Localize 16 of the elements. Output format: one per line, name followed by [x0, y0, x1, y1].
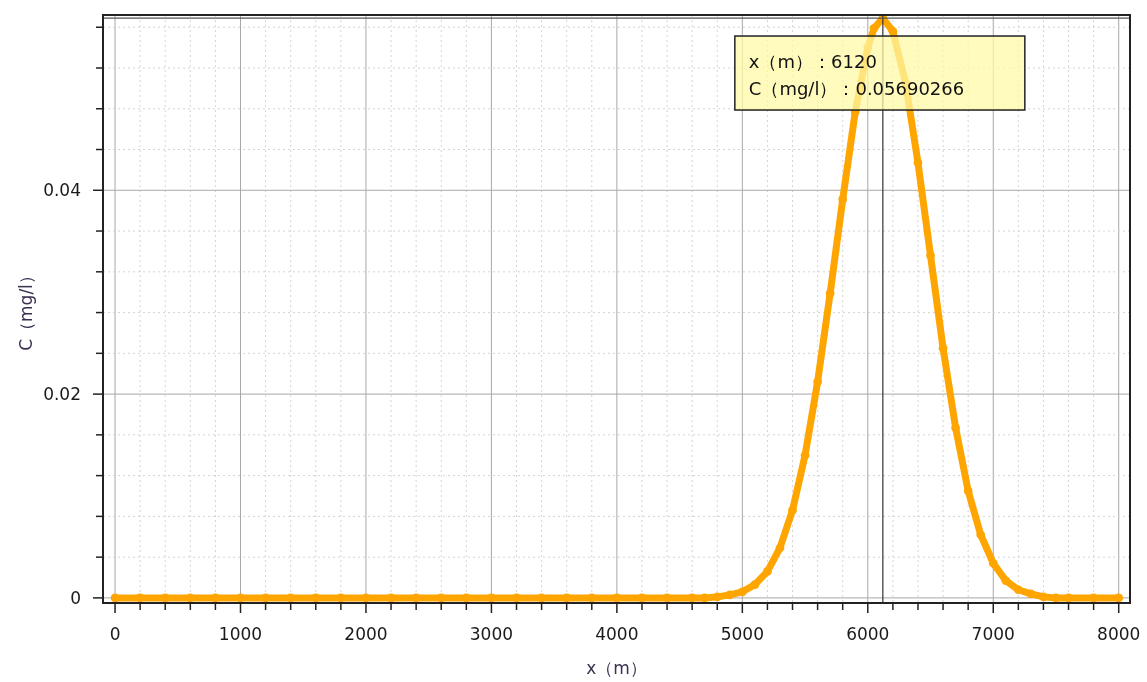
x-tick-label: 7000 [971, 624, 1015, 644]
x-tick-label: 3000 [469, 624, 514, 644]
x-tick-label: 1000 [218, 624, 263, 644]
x-tick-label: 0 [109, 624, 121, 644]
annotation: C（mg/l）：0.05690266 [748, 78, 965, 100]
annotation: x（m）：6120 [748, 51, 877, 73]
x-axis-title: x（m） [586, 658, 647, 678]
x-tick-label: 2000 [344, 624, 388, 644]
x-tick-label: 5000 [720, 624, 764, 644]
x-tick-label: 6000 [846, 624, 890, 644]
x-tick-label: 4000 [595, 624, 639, 644]
y-axis-title: C（mg/l） [16, 267, 36, 351]
x-tick-label: 8000 [1097, 624, 1141, 644]
y-tick-label: 0 [70, 587, 81, 608]
y-tick-label: 0.04 [43, 180, 81, 201]
y-tick-label: 0.02 [43, 384, 81, 405]
